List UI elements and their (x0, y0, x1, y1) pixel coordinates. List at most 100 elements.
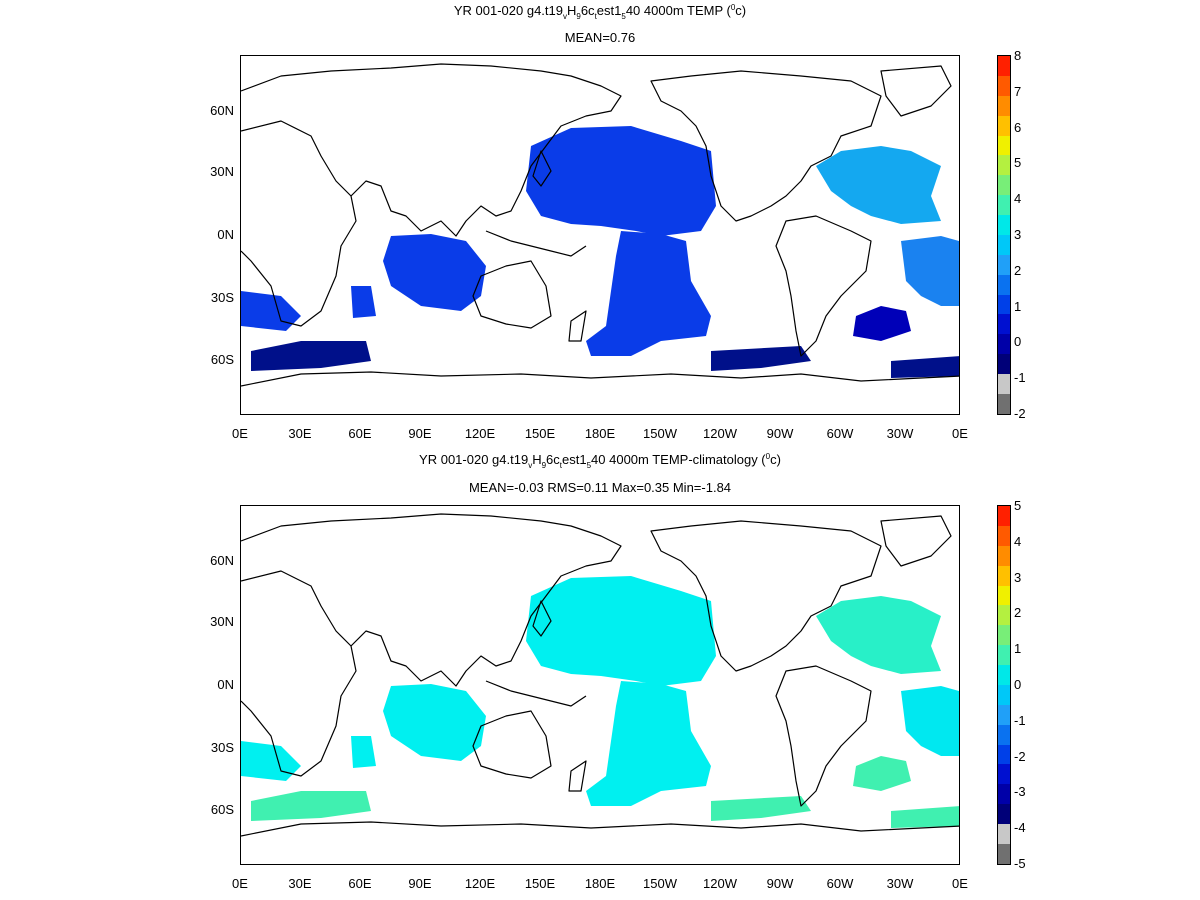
colorbar-swatch (998, 234, 1010, 255)
panel-1-stats: MEAN=0.76 (564, 30, 636, 45)
colorbar-swatch (998, 704, 1010, 725)
south-pacific-field (586, 681, 711, 806)
colorbar-swatch (998, 565, 1010, 586)
lon-label: 90E (408, 426, 432, 441)
panel-1-title: YR 001-020 g4.t19vH96ctest1540 4000m TEM… (453, 3, 747, 21)
colorbar-swatch (998, 75, 1010, 96)
nz-coast (568, 310, 587, 342)
north-pacific-field (526, 126, 716, 236)
colorbar-label: 0 (1014, 677, 1022, 692)
lat-label: 60S (210, 802, 234, 817)
lon-label: 180E (584, 426, 616, 441)
colorbar-label: -5 (1014, 856, 1026, 871)
colorbar-label: 3 (1014, 569, 1022, 585)
colorbar-label: 8 (1014, 48, 1022, 63)
australia-coast (472, 710, 552, 779)
colorbar-label: -1 (1014, 712, 1026, 728)
colorbar-swatch (998, 665, 1010, 685)
lon-label: 150E (524, 426, 556, 441)
north-america-coast (650, 520, 882, 672)
japan-coast (532, 150, 552, 187)
colorbar-label: 1 (1014, 298, 1022, 314)
colorbar-swatch (998, 605, 1010, 626)
colorbar-swatch (998, 334, 1010, 355)
colorbar-swatch (998, 645, 1010, 665)
colorbar-label: 5 (1014, 155, 1022, 171)
colorbar-swatch (998, 804, 1010, 824)
lon-label: 30E (288, 876, 312, 891)
lon-label: 0E (232, 876, 248, 891)
colorbar-label: -4 (1014, 820, 1026, 836)
lon-label: 0E (952, 876, 968, 891)
lon-label: 120W (703, 876, 737, 891)
colorbar-swatch (998, 545, 1010, 566)
colorbar-label: -1 (1014, 370, 1026, 386)
lon-label: 30W (886, 876, 914, 891)
lon-label: 150W (643, 426, 677, 441)
colorbar-label: -2 (1014, 406, 1026, 421)
colorbar-swatch (998, 254, 1010, 275)
colorbar-label: 1 (1014, 641, 1022, 657)
lat-label: 30N (210, 164, 234, 179)
colorbar-swatch (998, 274, 1010, 295)
africa-coast (241, 120, 357, 327)
australia-coast (472, 260, 552, 329)
southern-ocean-field (251, 341, 959, 378)
colorbar-label: 2 (1014, 605, 1022, 621)
south-atlantic-west-field (853, 306, 911, 341)
lon-label: 120E (464, 426, 496, 441)
colorbar-swatch (998, 525, 1010, 546)
lon-label: 180E (584, 876, 616, 891)
panel-2-map-svg (241, 513, 959, 837)
lat-label: 0N (217, 227, 234, 242)
greenland-coast (880, 515, 952, 567)
colorbar-label: 7 (1014, 83, 1022, 99)
panel-1-map (240, 55, 960, 415)
lat-label: 60S (210, 352, 234, 367)
south-pacific-field (586, 231, 711, 356)
lon-label: 30E (288, 426, 312, 441)
lat-label: 60N (210, 553, 234, 568)
lon-label: 120E (464, 876, 496, 891)
eurasia-coast (241, 513, 622, 687)
lat-label: 30S (210, 740, 234, 755)
equatorial-atlantic-field (901, 686, 959, 756)
ocean-field (241, 126, 959, 378)
antarctica-coast (241, 821, 959, 837)
south-atlantic-west-field (853, 756, 911, 791)
lat-label: 0N (217, 677, 234, 692)
south-america-coast (775, 215, 872, 357)
coastlines (241, 63, 959, 387)
colorbar-swatch (998, 585, 1010, 606)
colorbar-swatch (998, 843, 1010, 864)
lat-label: 30N (210, 614, 234, 629)
colorbar-swatch (998, 175, 1010, 196)
colorbar-swatch (998, 824, 1010, 844)
colorbar-swatch (998, 294, 1010, 315)
colorbar-label: 6 (1014, 119, 1022, 135)
north-atlantic-field (816, 146, 941, 224)
colorbar-swatch (998, 215, 1010, 235)
panel-2-stats: MEAN=-0.03 RMS=0.11 Max=0.35 Min=-1.84 (468, 480, 732, 495)
colorbar-swatch (998, 95, 1010, 116)
lon-label: 150E (524, 876, 556, 891)
lon-label: 150W (643, 876, 677, 891)
colorbar-label: -3 (1014, 784, 1026, 800)
colorbar-swatch (998, 393, 1010, 414)
lon-label: 60W (826, 426, 854, 441)
greenland-coast (880, 65, 952, 117)
colorbar-swatch (998, 684, 1010, 705)
colorbar-swatch (998, 314, 1010, 335)
equatorial-atlantic-field (901, 236, 959, 306)
lon-label: 0E (232, 426, 248, 441)
colorbar-label: 4 (1014, 533, 1022, 549)
colorbar-label: 5 (1014, 498, 1022, 513)
lon-label: 90W (766, 876, 794, 891)
colorbar-swatch (998, 195, 1010, 215)
indonesia-coast (485, 680, 587, 707)
lon-label: 90E (408, 876, 432, 891)
lon-label: 30W (886, 426, 914, 441)
southern-ocean-field (251, 791, 959, 828)
lat-label: 60N (210, 103, 234, 118)
eurasia-coast (241, 63, 622, 237)
